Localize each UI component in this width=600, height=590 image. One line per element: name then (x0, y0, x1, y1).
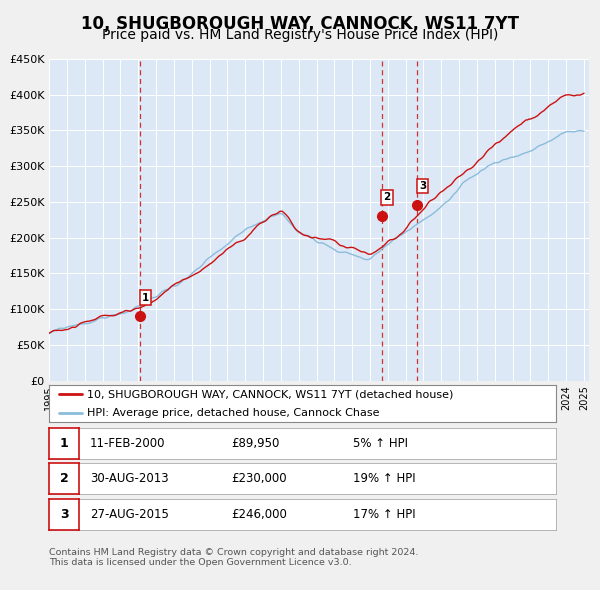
Text: 5% ↑ HPI: 5% ↑ HPI (353, 437, 409, 450)
Text: 1: 1 (60, 437, 68, 450)
Text: 11-FEB-2000: 11-FEB-2000 (90, 437, 165, 450)
Text: 1: 1 (142, 293, 149, 303)
Text: 10, SHUGBOROUGH WAY, CANNOCK, WS11 7YT: 10, SHUGBOROUGH WAY, CANNOCK, WS11 7YT (81, 15, 519, 34)
Text: 3: 3 (60, 507, 68, 521)
Text: 19% ↑ HPI: 19% ↑ HPI (353, 472, 416, 486)
Text: Price paid vs. HM Land Registry's House Price Index (HPI): Price paid vs. HM Land Registry's House … (102, 28, 498, 42)
Text: HPI: Average price, detached house, Cannock Chase: HPI: Average price, detached house, Cann… (87, 408, 380, 418)
Text: 10, SHUGBOROUGH WAY, CANNOCK, WS11 7YT (detached house): 10, SHUGBOROUGH WAY, CANNOCK, WS11 7YT (… (87, 389, 454, 399)
Text: Contains HM Land Registry data © Crown copyright and database right 2024.
This d: Contains HM Land Registry data © Crown c… (49, 548, 419, 567)
Text: 2: 2 (60, 472, 68, 486)
Text: £230,000: £230,000 (232, 472, 287, 486)
Text: £89,950: £89,950 (232, 437, 280, 450)
Text: 3: 3 (419, 181, 426, 191)
Text: £246,000: £246,000 (232, 507, 287, 521)
Text: 27-AUG-2015: 27-AUG-2015 (90, 507, 169, 521)
Text: 2: 2 (383, 192, 391, 202)
Text: 30-AUG-2013: 30-AUG-2013 (90, 472, 169, 486)
Text: 17% ↑ HPI: 17% ↑ HPI (353, 507, 416, 521)
